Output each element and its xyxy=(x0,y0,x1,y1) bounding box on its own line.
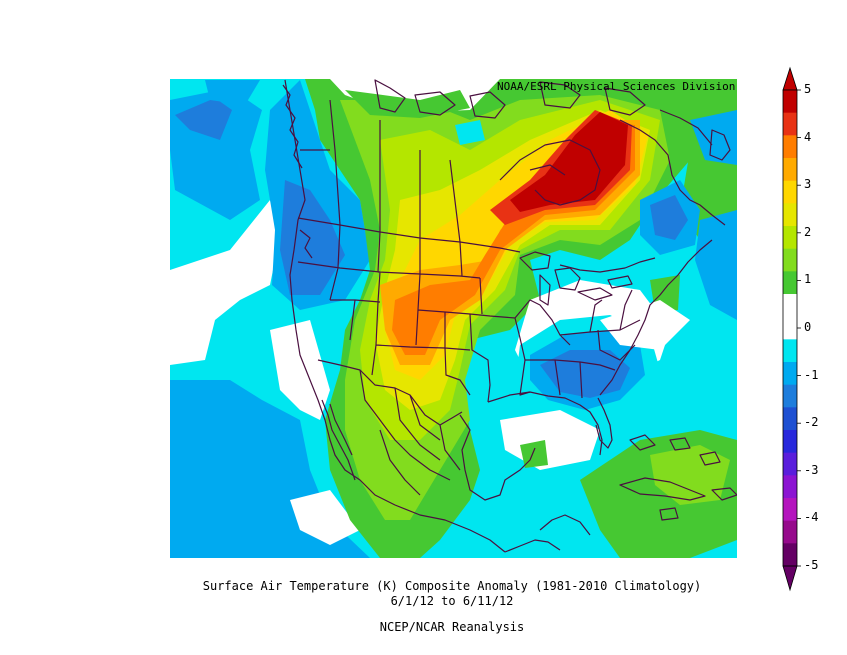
coastline-arctic-islands xyxy=(374,79,646,119)
colorbar-segment xyxy=(783,339,797,363)
coastline-central-america xyxy=(504,514,591,553)
field-white-pacific xyxy=(170,200,280,365)
coastline-caribbean-islands xyxy=(629,434,737,521)
colorbar-segment xyxy=(783,203,797,227)
coastline-florida xyxy=(595,397,613,449)
colorbar-segment xyxy=(783,475,797,499)
field-white-south xyxy=(290,490,360,545)
boundary-lines xyxy=(282,79,737,553)
dataset-label: NCEP/NCAR Reanalysis xyxy=(379,620,525,634)
field-lightblue-east-edge xyxy=(695,210,737,320)
colorbar-segment xyxy=(783,135,797,159)
date-range: 6/1/12 to 6/11/12 xyxy=(390,594,514,608)
coastline-bc-fjords xyxy=(282,84,313,259)
colorbar-tick-label: 1 xyxy=(804,272,812,287)
great-lakes xyxy=(519,251,633,306)
coastline-atlantic xyxy=(599,239,713,396)
colorbar-segment xyxy=(783,158,797,182)
colorbar-segment xyxy=(783,316,797,340)
field-blue-atlantic xyxy=(650,195,688,240)
colorbar-segment xyxy=(783,226,797,250)
field-green-gulf-spot xyxy=(520,440,548,468)
colorbar-tick-label: 2 xyxy=(804,224,812,239)
colorbar-segment xyxy=(783,294,797,318)
field-white-mexico-pac xyxy=(270,320,330,420)
colorbar-segment xyxy=(783,543,797,567)
colorbar-segment xyxy=(783,180,797,204)
field-green-arctic xyxy=(345,90,470,118)
field-white-atlantic xyxy=(600,300,690,350)
colorbar-max-arrow xyxy=(782,66,798,91)
coastline-pacific xyxy=(284,79,506,553)
colorbar-segments xyxy=(783,90,797,567)
map-title: Surface Air Temperature (K) Composite An… xyxy=(202,579,702,593)
credit-label: NOAA/ESRL Physical Sciences Division xyxy=(497,80,736,93)
field-blue-pacific-nw-inner xyxy=(175,98,232,140)
colorbar-tick-label: 5 xyxy=(804,82,812,96)
colorbar-tick-label: -1 xyxy=(804,367,819,382)
colorbar-segment xyxy=(783,407,797,431)
colorbar-tick-label: 4 xyxy=(804,129,812,144)
border-us-mexico xyxy=(317,359,463,426)
field-cyan-hudson-spot xyxy=(455,120,485,145)
field-lime-caribbean xyxy=(650,445,730,505)
colorbar-segment xyxy=(783,384,797,408)
coastline-cuba xyxy=(619,477,706,501)
colorbar-segment xyxy=(783,90,797,114)
colorbar-min-arrow xyxy=(782,565,798,592)
colorbar-tick-label: 0 xyxy=(804,320,812,334)
colorbar-ticks xyxy=(797,89,801,567)
coastline-newfoundland xyxy=(709,129,731,161)
field-lightblue-ne-corner xyxy=(690,110,737,165)
colorbar-tick-label: -5 xyxy=(804,558,819,572)
field-lightblue-alaska xyxy=(205,80,260,105)
colorbar-segment xyxy=(783,112,797,136)
state-lines xyxy=(297,224,641,403)
colorbar-segment xyxy=(783,362,797,386)
coastline-hudson-bay xyxy=(499,139,601,206)
field-red xyxy=(510,112,628,212)
temperature-anomaly-field xyxy=(170,79,737,558)
coastline-labrador xyxy=(619,109,726,226)
colorbar-segment xyxy=(783,452,797,476)
colorbar xyxy=(782,66,801,592)
colorbar-segment xyxy=(783,520,797,544)
colorbar-tick-label: -4 xyxy=(804,510,819,525)
colorbar-tick-label: -3 xyxy=(804,462,819,477)
mexico-states xyxy=(359,369,461,496)
colorbar-tick-label: 3 xyxy=(804,177,812,192)
coastline-baja xyxy=(321,399,356,481)
colorbar-tick-label: -2 xyxy=(804,415,819,430)
colorbar-segment xyxy=(783,248,797,272)
colorbar-segment xyxy=(783,430,797,454)
colorbar-segment xyxy=(783,271,797,295)
colorbar-segment xyxy=(783,498,797,522)
province-lines xyxy=(300,99,461,243)
